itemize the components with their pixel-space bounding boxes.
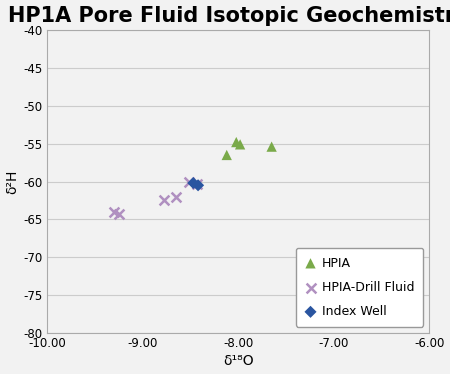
HPIA [268, 144, 275, 150]
HPIA-Drill Fluid [160, 197, 167, 203]
HPIA-Drill Fluid [115, 211, 122, 217]
Index Well [194, 182, 202, 188]
Y-axis label: δ²H: δ²H [5, 169, 19, 194]
Legend: HPIA, HPIA-Drill Fluid, Index Well: HPIA, HPIA-Drill Fluid, Index Well [296, 248, 423, 327]
Index Well [190, 180, 197, 186]
HPIA [237, 141, 244, 147]
HPIA-Drill Fluid [194, 181, 201, 187]
HPIA [223, 152, 230, 158]
Title: HP1A Pore Fluid Isotopic Geochemistry: HP1A Pore Fluid Isotopic Geochemistry [8, 6, 450, 25]
HPIA-Drill Fluid [172, 194, 180, 200]
HPIA-Drill Fluid [110, 209, 117, 215]
HPIA-Drill Fluid [185, 179, 192, 185]
X-axis label: δ¹⁸O: δ¹⁸O [223, 355, 253, 368]
HPIA [233, 139, 240, 145]
